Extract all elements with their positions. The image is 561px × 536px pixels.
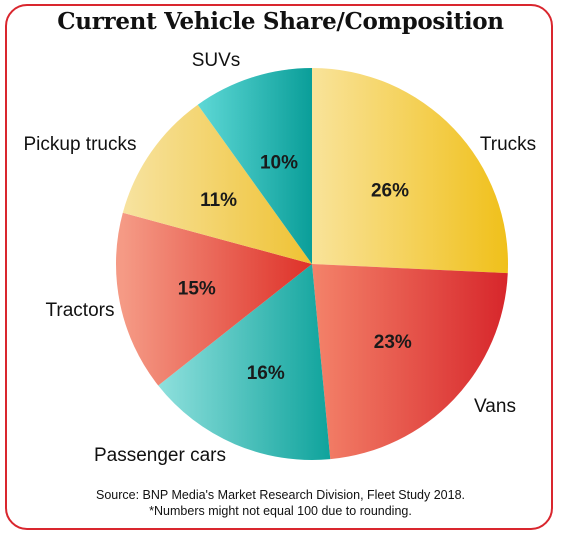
data-label-vans: 23%	[374, 332, 412, 353]
pie-slice-passenger-cars	[158, 264, 331, 460]
category-label-suvs: SUVs	[192, 50, 241, 71]
data-label-suvs: 10%	[260, 152, 298, 173]
category-label-tractors: Tractors	[46, 300, 115, 321]
rounding-note: *Numbers might not equal 100 due to roun…	[149, 504, 412, 518]
pie-slice-tractors	[115, 212, 313, 386]
pie-slice-trucks	[312, 68, 508, 274]
pie-slice-pickup-trucks	[122, 104, 312, 264]
pie-slice-vans	[312, 264, 508, 460]
chart-title: Current Vehicle Share/Composition	[57, 8, 504, 35]
category-label-vans: Vans	[474, 396, 516, 417]
source-text: Source: BNP Media's Market Research Divi…	[96, 488, 465, 502]
pie-slice-suvs	[197, 68, 312, 264]
category-label-pickup-trucks: Pickup trucks	[24, 134, 137, 155]
category-label-passenger-cars: Passenger cars	[94, 445, 226, 466]
data-label-pickup-trucks: 11%	[200, 190, 237, 211]
chart-footnote: Source: BNP Media's Market Research Divi…	[0, 487, 561, 519]
data-label-tractors: 15%	[178, 279, 216, 300]
chart-frame	[5, 4, 553, 530]
category-label-trucks: Trucks	[480, 134, 536, 155]
data-label-trucks: 26%	[371, 181, 409, 202]
data-label-passenger-cars: 16%	[247, 363, 285, 384]
